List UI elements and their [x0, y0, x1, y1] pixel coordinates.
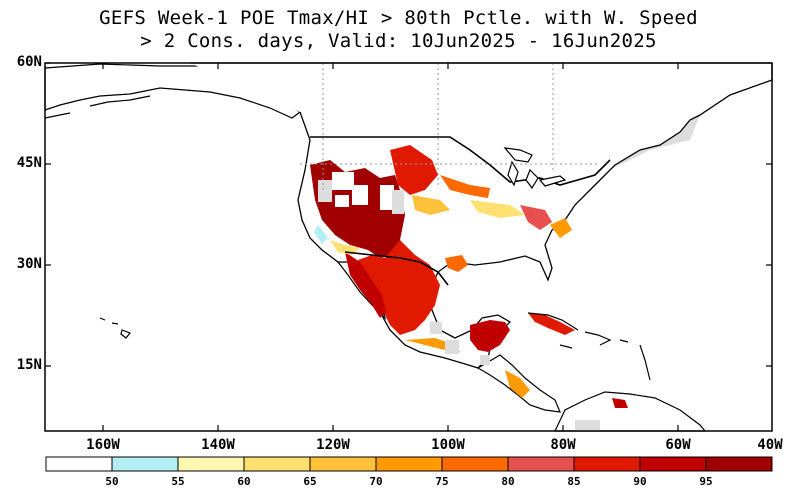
aleutian-chain [44, 95, 151, 119]
colorbar-label-80: 80 [501, 475, 515, 488]
lon-label-100w: 100W [431, 437, 465, 453]
lon-label-140w: 140W [201, 437, 235, 453]
colorbar-label-90: 90 [633, 475, 647, 488]
lon-label-120w: 120W [316, 437, 350, 453]
lon-label-40w: 40W [757, 437, 783, 453]
colorbar-swatch [705, 456, 773, 472]
colorbar-swatch [441, 456, 509, 472]
map-frame [44, 62, 773, 432]
south-america-gray [575, 420, 600, 431]
colorbar-swatch [177, 456, 245, 472]
unshaded-patches [332, 172, 394, 210]
lat-label-60n: 60N [16, 54, 42, 70]
colorbar-swatch [45, 456, 113, 472]
lat-label-30n: 30N [16, 256, 42, 272]
us-mexico-border [344, 251, 449, 286]
colorbar-swatch [111, 456, 179, 472]
lat-ticks [45, 62, 772, 367]
colorbar-label-60: 60 [237, 475, 251, 488]
lon-label-80w: 80W [550, 437, 576, 453]
colorbar-swatch [639, 456, 707, 472]
missing-data-patches [318, 180, 490, 365]
colorbar-swatch [309, 456, 377, 472]
colorbar-swatch [573, 456, 641, 472]
lat-label-15n: 15N [16, 357, 42, 373]
lon-label-60w: 60W [665, 437, 691, 453]
us-canada-border [310, 136, 611, 186]
map-title-line1: GEFS Week-1 POE Tmax/HI > 80th Pctle. wi… [99, 7, 698, 29]
colorbar-swatch [243, 456, 311, 472]
colorbar-label-70: 70 [369, 475, 383, 488]
map-title-line2: > 2 Cons. days, Valid: 10Jun2025 - 16Jun… [140, 30, 657, 52]
lon-label-160w: 160W [86, 437, 120, 453]
lon-ticks [102, 63, 679, 431]
colorbar-label-65: 65 [303, 475, 317, 488]
lat-label-45n: 45N [16, 155, 42, 171]
graticule [300, 63, 600, 190]
colorbar-label-75: 75 [435, 475, 449, 488]
colorbar-swatch [375, 456, 443, 472]
great-lakes [503, 147, 567, 190]
colorbar-swatch [507, 456, 575, 472]
caribbean-islands [527, 312, 651, 381]
colorbar-label-50: 50 [105, 475, 119, 488]
hawaii-islands [99, 317, 131, 339]
colorbar-label-85: 85 [567, 475, 581, 488]
colorbar-label-95: 95 [699, 475, 713, 488]
colorbar-label-55: 55 [171, 475, 185, 488]
colorbar [45, 456, 773, 472]
